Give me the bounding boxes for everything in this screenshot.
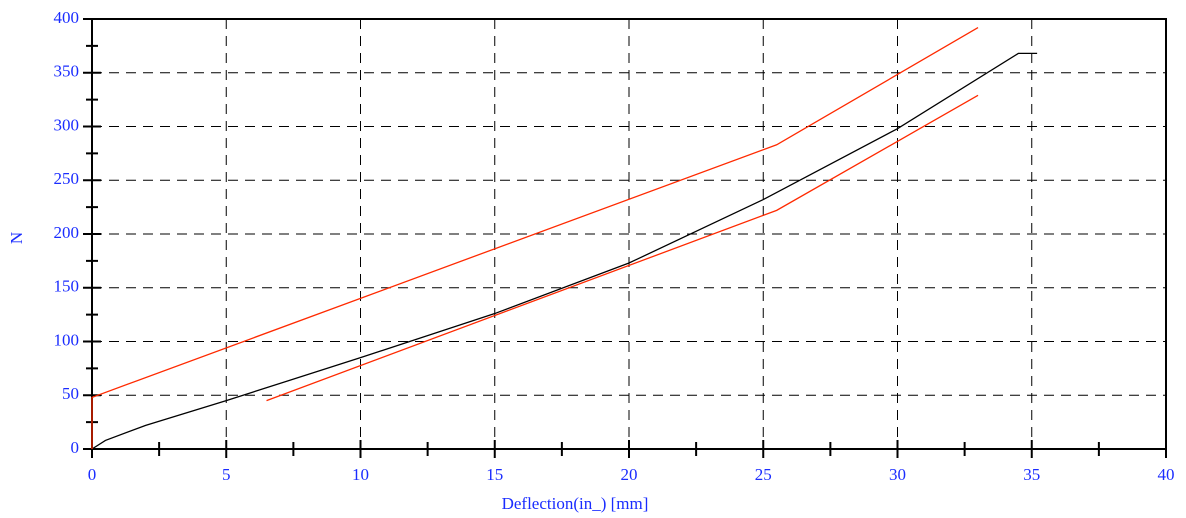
- y-tick-label: 100: [54, 330, 80, 349]
- y-tick-label: 50: [62, 384, 79, 403]
- x-tick-label: 10: [352, 465, 369, 484]
- plot-frame: [91, 18, 1167, 450]
- x-tick-label: 15: [486, 465, 503, 484]
- series-line: [266, 94, 979, 402]
- x-tick-label: 30: [889, 465, 906, 484]
- x-tick-label: 0: [88, 465, 97, 484]
- y-tick-label: 350: [54, 62, 80, 81]
- x-tick-label: 35: [1023, 465, 1040, 484]
- x-axis-label: Deflection(in_) [mm]: [502, 494, 649, 513]
- series-line: [91, 52, 1038, 450]
- series-line: [91, 27, 979, 449]
- x-tick-label: 40: [1158, 465, 1175, 484]
- x-tick-label: 25: [755, 465, 772, 484]
- y-tick-label: 250: [54, 169, 80, 188]
- y-tick-label: 0: [71, 438, 80, 457]
- y-tick-label: 400: [54, 8, 80, 27]
- y-axis-label: N: [7, 232, 26, 244]
- x-tick-label: 5: [222, 465, 231, 484]
- x-tick-label: 20: [621, 465, 638, 484]
- y-tick-label: 300: [54, 115, 80, 134]
- y-tick-label: 200: [54, 223, 80, 242]
- y-tick-label: 150: [54, 277, 80, 296]
